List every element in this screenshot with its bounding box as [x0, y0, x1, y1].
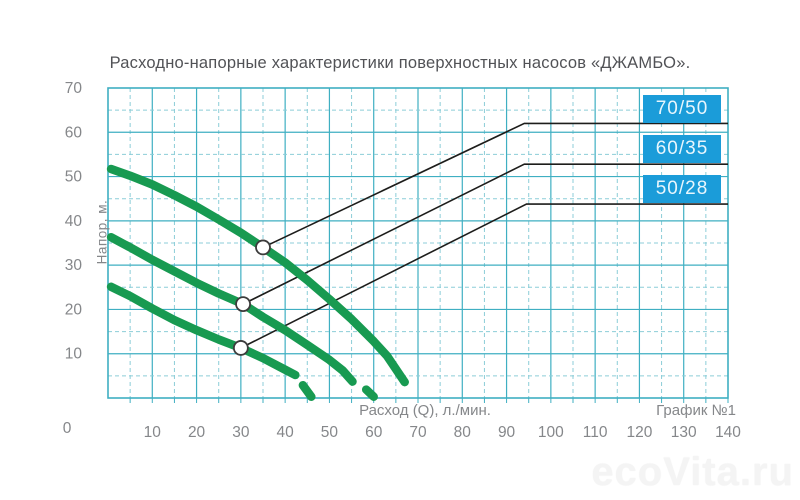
watermark: ecoVita.ru [591, 450, 794, 494]
svg-text:10: 10 [144, 424, 162, 441]
svg-text:20: 20 [65, 301, 83, 318]
svg-text:60: 60 [365, 424, 383, 441]
svg-text:80: 80 [454, 424, 472, 441]
svg-text:70: 70 [65, 80, 83, 97]
graph-number-label: График №1 [656, 402, 736, 419]
svg-text:140: 140 [715, 424, 741, 441]
series-label-50-28: 50/28 [643, 175, 721, 203]
svg-text:20: 20 [188, 424, 206, 441]
svg-text:130: 130 [671, 424, 697, 441]
svg-text:40: 40 [277, 424, 295, 441]
svg-text:10: 10 [65, 346, 83, 363]
svg-text:30: 30 [232, 424, 250, 441]
svg-text:70: 70 [409, 424, 427, 441]
y-axis-label: Напор, м. [94, 199, 110, 265]
chart-title: Расходно-напорные характеристики поверхн… [109, 54, 691, 72]
x-axis-label: Расход (Q), л./мин. [359, 402, 491, 419]
svg-text:60: 60 [65, 124, 83, 141]
series-label-70-50: 70/50 [643, 95, 721, 123]
svg-text:50: 50 [65, 169, 83, 186]
svg-text:110: 110 [583, 424, 608, 441]
svg-text:30: 30 [65, 257, 83, 274]
svg-text:90: 90 [498, 424, 516, 441]
svg-text:40: 40 [65, 213, 83, 230]
svg-text:0: 0 [63, 420, 72, 437]
svg-text:100: 100 [538, 424, 564, 441]
svg-text:120: 120 [626, 424, 652, 441]
svg-text:50: 50 [321, 424, 339, 441]
series-label-60-35: 60/35 [643, 135, 721, 163]
